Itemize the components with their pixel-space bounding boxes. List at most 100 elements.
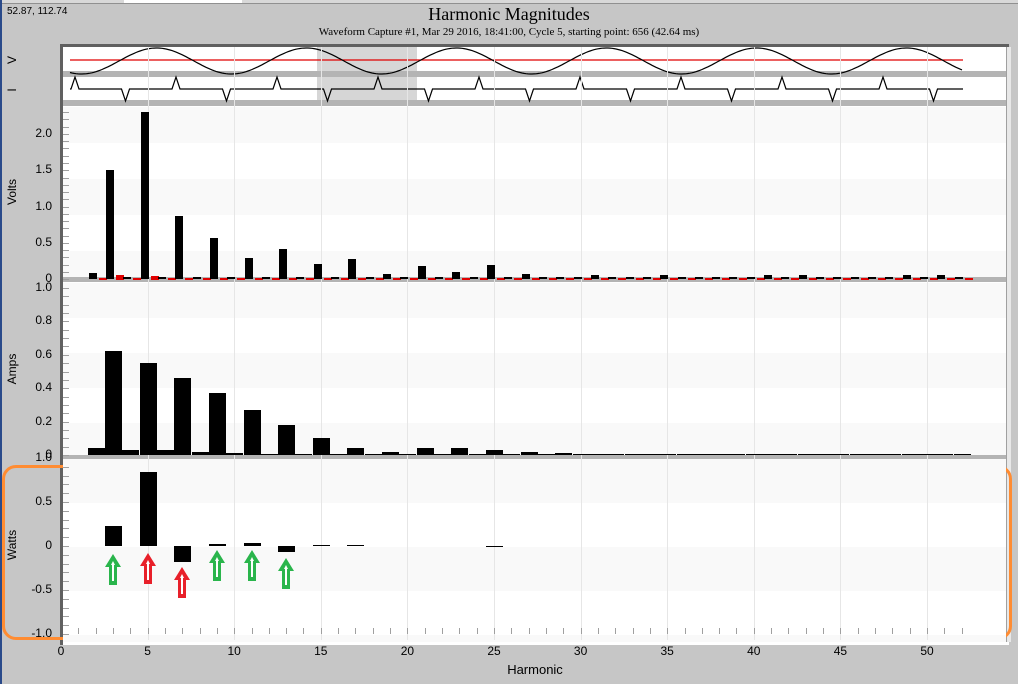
volts-bar[interactable]: [244, 257, 253, 279]
amps-bar[interactable]: [624, 454, 642, 455]
volts-bar[interactable]: [937, 275, 946, 279]
volts-bar[interactable]: [279, 249, 288, 279]
volts-bar-red[interactable]: [600, 278, 609, 280]
watts-bar[interactable]: [347, 545, 365, 546]
volts-bar[interactable]: [798, 275, 807, 279]
volts-bar-red[interactable]: [133, 278, 142, 280]
watts-bar[interactable]: [174, 546, 192, 562]
volts-bar[interactable]: [885, 277, 894, 279]
volts-bar-red[interactable]: [393, 278, 402, 280]
volts-bar-red[interactable]: [652, 278, 661, 280]
volts-bar[interactable]: [105, 170, 114, 279]
amps-bar[interactable]: [728, 454, 746, 455]
volts-bar-red[interactable]: [739, 278, 748, 280]
volts-bar-red[interactable]: [410, 278, 419, 280]
volts-bar[interactable]: [348, 259, 357, 279]
volts-bar[interactable]: [902, 275, 911, 279]
amps-bar[interactable]: [416, 448, 434, 455]
volts-bar[interactable]: [781, 277, 790, 279]
volts-bar[interactable]: [573, 277, 582, 279]
volts-bar[interactable]: [487, 264, 495, 279]
volts-bar[interactable]: [625, 276, 634, 279]
amps-bar[interactable]: [589, 454, 607, 455]
volts-bar-red[interactable]: [289, 278, 298, 280]
volts-bar-red[interactable]: [497, 278, 505, 280]
amps-bar[interactable]: [884, 454, 902, 455]
volts-bar[interactable]: [660, 274, 669, 279]
volts-bar-red[interactable]: [964, 278, 973, 280]
amps-bar[interactable]: [122, 449, 140, 455]
volts-bar-red[interactable]: [306, 278, 315, 280]
amps-bar[interactable]: [919, 454, 936, 455]
volts-bar-red[interactable]: [860, 278, 869, 280]
amps-bar[interactable]: [607, 454, 625, 455]
volts-bar[interactable]: [192, 277, 201, 279]
volts-bar-red[interactable]: [826, 278, 835, 280]
volts-bar-red[interactable]: [237, 278, 246, 280]
volts-bar-red[interactable]: [722, 278, 731, 280]
volts-bar[interactable]: [694, 276, 703, 279]
amps-bar[interactable]: [364, 454, 382, 455]
volts-bar[interactable]: [400, 277, 409, 279]
amps-bar[interactable]: [763, 454, 781, 455]
volts-bar[interactable]: [729, 276, 738, 279]
amps-bar[interactable]: [711, 454, 729, 455]
volts-bar[interactable]: [920, 277, 928, 279]
amps-bar[interactable]: [399, 454, 417, 455]
amps-bar[interactable]: [174, 378, 192, 455]
volts-bar[interactable]: [712, 277, 721, 279]
volts-bar-red[interactable]: [930, 278, 938, 280]
volts-bar-red[interactable]: [323, 278, 332, 280]
watts-bar[interactable]: [278, 546, 296, 553]
volts-bar[interactable]: [868, 277, 877, 279]
volts-bar-red[interactable]: [808, 278, 817, 280]
watts-bar[interactable]: [208, 544, 226, 546]
volts-bar-red[interactable]: [98, 278, 107, 280]
volts-bar[interactable]: [833, 276, 842, 279]
volts-bar-red[interactable]: [358, 278, 367, 280]
volts-bar[interactable]: [417, 265, 426, 279]
volts-bar[interactable]: [521, 273, 530, 279]
volts-bar-red[interactable]: [566, 278, 575, 280]
volts-bar-red[interactable]: [756, 278, 765, 280]
amps-bar[interactable]: [382, 451, 400, 455]
volts-bar[interactable]: [556, 276, 565, 279]
volts-bar-red[interactable]: [185, 278, 194, 280]
volts-bar-red[interactable]: [548, 278, 557, 280]
volts-bar[interactable]: [88, 273, 97, 279]
volts-bar-red[interactable]: [202, 278, 211, 280]
amps-bar[interactable]: [451, 448, 469, 455]
volts-bar-red[interactable]: [531, 278, 540, 280]
amps-bar[interactable]: [797, 454, 815, 455]
volts-bar-red[interactable]: [375, 278, 384, 280]
amps-bar[interactable]: [555, 453, 573, 455]
amps-bar[interactable]: [87, 448, 105, 455]
amps-bar[interactable]: [347, 448, 365, 455]
volts-bar-red[interactable]: [791, 278, 800, 280]
volts-bar[interactable]: [590, 274, 599, 279]
amps-bar[interactable]: [815, 454, 833, 455]
watts-bar[interactable]: [243, 543, 261, 546]
amps-bar[interactable]: [693, 454, 711, 455]
volts-bar[interactable]: [296, 277, 305, 279]
volts-bar[interactable]: [608, 277, 617, 279]
volts-bar[interactable]: [538, 277, 547, 279]
amps-bar[interactable]: [278, 424, 296, 455]
watts-bar[interactable]: [139, 472, 157, 546]
amps-bar[interactable]: [745, 454, 763, 455]
amps-bar[interactable]: [295, 454, 313, 455]
volts-bar[interactable]: [816, 277, 825, 279]
amps-bar[interactable]: [260, 454, 278, 455]
volts-bar[interactable]: [469, 277, 478, 279]
volts-bar[interactable]: [435, 277, 444, 279]
amps-bar[interactable]: [901, 454, 919, 455]
amps-bar[interactable]: [243, 409, 261, 455]
volts-bar[interactable]: [954, 277, 963, 279]
volts-bar[interactable]: [331, 277, 340, 279]
volts-bar-red[interactable]: [895, 278, 904, 280]
volts-bar-red[interactable]: [150, 276, 159, 280]
amps-bar[interactable]: [936, 454, 954, 455]
volts-bar[interactable]: [764, 274, 773, 279]
amps-bar[interactable]: [104, 351, 122, 455]
volts-bar-red[interactable]: [271, 278, 280, 280]
